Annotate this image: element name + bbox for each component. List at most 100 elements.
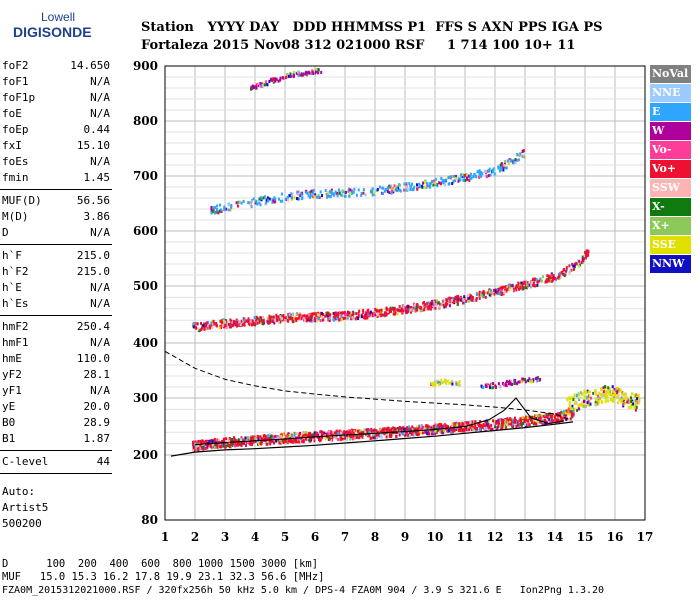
echo-point	[532, 419, 535, 423]
echo-point	[313, 431, 316, 435]
echo-point	[282, 314, 284, 318]
echo-point	[423, 427, 426, 431]
echo-point	[576, 262, 579, 266]
echo-point	[228, 444, 231, 448]
echo-point	[456, 300, 459, 303]
echo-point	[253, 316, 256, 319]
echo-point	[638, 398, 641, 402]
echo-point	[316, 318, 319, 322]
echo-point	[260, 196, 263, 200]
echo-point	[607, 399, 610, 403]
echo-point	[403, 188, 405, 192]
echo-point	[327, 438, 330, 442]
echo-point	[218, 326, 221, 330]
echo-point	[371, 190, 374, 194]
echo-point	[317, 193, 320, 197]
echo-point	[327, 432, 330, 436]
echo-point	[272, 80, 275, 84]
echo-point	[485, 385, 488, 389]
echo-point	[364, 316, 367, 320]
echo-point	[611, 399, 614, 403]
echo-point	[562, 410, 565, 414]
echo-point	[416, 432, 419, 436]
echo-point	[319, 319, 322, 323]
echo-point	[268, 197, 271, 201]
echo-point	[277, 315, 280, 319]
echo-point	[440, 431, 443, 434]
echo-point	[429, 181, 432, 185]
echo-point	[306, 73, 309, 77]
echo-point	[604, 391, 607, 395]
echo-point	[284, 197, 287, 201]
echo-point	[433, 299, 436, 303]
echo-point	[388, 434, 391, 438]
echo-point	[374, 313, 377, 317]
echo-point	[307, 194, 310, 198]
echo-point	[434, 177, 437, 181]
echo-point	[504, 160, 507, 163]
echo-point	[411, 309, 414, 312]
echo-point	[430, 303, 432, 307]
echo-point	[279, 199, 282, 203]
echo-point	[223, 208, 226, 212]
echo-point	[390, 435, 393, 438]
echo-point	[440, 302, 443, 306]
echo-point	[201, 326, 203, 330]
echo-point	[212, 319, 215, 323]
echo-point	[221, 318, 224, 322]
echo-point	[632, 402, 635, 406]
echo-point	[287, 198, 289, 202]
echo-point	[618, 389, 621, 393]
echo-point	[420, 309, 423, 313]
echo-point	[478, 296, 481, 300]
echo-point	[505, 379, 508, 383]
echo-point	[343, 311, 346, 314]
echo-point	[606, 394, 609, 398]
echo-point	[568, 401, 571, 405]
echo-point	[480, 174, 483, 178]
echo-point	[433, 424, 435, 428]
echo-point	[293, 319, 296, 323]
x-tick-label: 2	[191, 530, 199, 544]
echo-point	[413, 306, 416, 310]
echo-point	[450, 430, 452, 434]
echo-point	[513, 382, 516, 385]
echo-point	[339, 311, 342, 315]
echo-point	[517, 380, 520, 384]
echo-point	[449, 175, 452, 179]
echo-point	[428, 303, 431, 307]
echo-point	[487, 169, 490, 173]
echo-point	[420, 424, 423, 428]
echo-point	[393, 184, 396, 188]
legend-item: NoVal	[650, 65, 691, 83]
echo-point	[525, 418, 528, 422]
echo-point	[604, 395, 607, 399]
echo-point	[392, 426, 394, 430]
x-tick-label: 10	[427, 530, 444, 544]
echo-point	[442, 303, 445, 307]
echo-point	[362, 308, 365, 312]
echo-point	[314, 193, 317, 197]
echo-point	[223, 205, 226, 209]
echo-point	[426, 182, 429, 186]
y-tick-label: 600	[133, 224, 158, 238]
echo-point	[346, 316, 349, 320]
echo-point	[233, 436, 235, 440]
echo-point	[442, 380, 444, 384]
profile-curve	[170, 421, 574, 457]
echo-point	[538, 378, 541, 382]
echo-point	[326, 432, 329, 436]
echo-point	[486, 383, 489, 387]
echo-point	[273, 196, 276, 200]
echo-point	[637, 401, 640, 405]
echo-point	[403, 182, 406, 186]
echo-point	[327, 435, 330, 439]
echo-point	[425, 427, 427, 431]
echo-point	[503, 163, 506, 167]
echo-point	[436, 428, 439, 432]
echo-point	[448, 381, 451, 385]
echo-point	[375, 309, 378, 313]
echo-point	[426, 184, 429, 188]
echo-point	[467, 297, 469, 301]
echo-point	[426, 429, 429, 432]
